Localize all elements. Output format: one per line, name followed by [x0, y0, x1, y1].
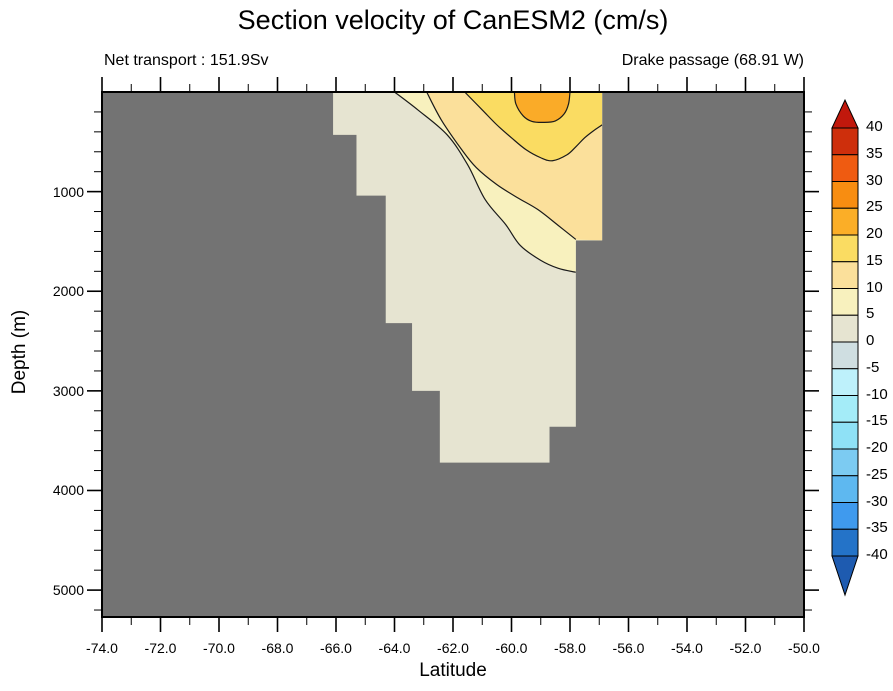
colorbar-tick-label: -5: [866, 358, 880, 376]
colorbar-tick-label: -15: [866, 412, 888, 430]
y-tick-label: 3000: [52, 382, 84, 399]
colorbar-tick-label: -20: [866, 439, 888, 456]
colorbar-band: [831, 421, 859, 450]
colorbar-tick-label: 35: [866, 144, 883, 162]
x-tick-label: -56.0: [612, 640, 645, 656]
colorbar-tick-label: 40: [866, 118, 883, 135]
colorbar-band: [831, 127, 859, 156]
y-tick-label: 2000: [52, 283, 84, 300]
x-tick-label: -52.0: [729, 640, 762, 656]
x-tick-label: -66.0: [320, 640, 352, 656]
colorbar-tick-label: 5: [866, 305, 875, 323]
colorbar-tick-label: 25: [866, 198, 883, 216]
y-axis-title: Depth (m): [9, 309, 30, 395]
x-axis-title: Latitude: [419, 660, 487, 681]
chart-title: Section velocity of CanESM2 (cm/s): [237, 5, 669, 35]
contour-band-ge-20: [514, 92, 570, 123]
x-tick-label: -70.0: [203, 640, 235, 656]
colorbar-band: [831, 368, 859, 396]
contour-line-5: [394, 92, 576, 273]
colorbar-band: [831, 341, 859, 370]
colorbar-band: [831, 395, 859, 423]
colorbar-extend-below: [831, 555, 859, 597]
y-tick-label: 5000: [52, 582, 84, 599]
contour-line-10: [426, 92, 577, 240]
net-transport-annotation: Net transport : 151.9Sv: [104, 52, 269, 69]
contour-line-15: [464, 92, 603, 162]
colorbar-tick-label: -10: [866, 385, 888, 403]
y-tick-label: 1000: [52, 183, 84, 200]
colorbar-tick-label: 30: [866, 171, 883, 189]
section-location-annotation: Drake passage (68.91 W): [621, 52, 804, 69]
contour-line-20: [513, 92, 571, 124]
colorbar-band: [831, 502, 859, 530]
x-tick-label: -62.0: [437, 640, 469, 656]
x-tick-label: -58.0: [554, 640, 586, 656]
x-tick-label: -50.0: [788, 640, 820, 656]
colorbar-band: [831, 528, 859, 557]
colorbar-tick-label: 10: [866, 278, 883, 296]
colorbar-tick-label: -40: [866, 546, 888, 563]
colorbar-band: [831, 475, 859, 503]
x-tick-label: -74.0: [86, 640, 118, 656]
colorbar-band: [831, 314, 859, 343]
colorbar-band: [831, 181, 859, 209]
colorbar-band: [831, 207, 859, 236]
x-tick-label: -60.0: [495, 640, 528, 656]
colorbar-band: [831, 288, 859, 316]
contour-band-ge-15: [464, 92, 603, 161]
y-tick-label: 4000: [52, 482, 84, 499]
colorbar-tick-label: 20: [866, 225, 883, 242]
x-tick-label: -68.0: [261, 640, 294, 656]
colorbar-band: [831, 261, 859, 289]
colorbar-band: [831, 448, 859, 477]
colorbar-tick-label: -25: [866, 465, 888, 483]
x-tick-label: -72.0: [144, 640, 177, 656]
colorbar-band: [831, 154, 859, 182]
x-tick-label: -54.0: [671, 640, 703, 656]
colorbar-tick-label: 0: [866, 332, 875, 349]
colorbar-tick-label: 15: [866, 251, 883, 269]
colorbar-extend-above: [831, 98, 859, 129]
colorbar-tick-label: -35: [866, 519, 888, 537]
colorbar-band: [831, 234, 859, 263]
colorbar-tick-label: -30: [866, 492, 888, 510]
x-tick-label: -64.0: [378, 640, 411, 656]
